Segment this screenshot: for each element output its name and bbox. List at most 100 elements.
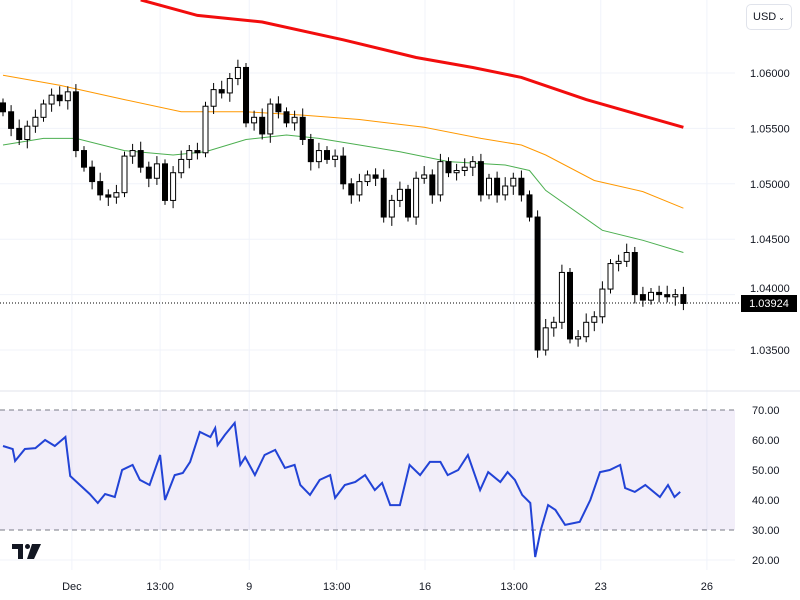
time-axis-label: 26 — [701, 581, 713, 593]
candle-body — [469, 161, 476, 168]
candle — [494, 171, 501, 203]
candle-body — [56, 94, 63, 102]
tradingview-logo — [12, 544, 41, 559]
candle-body — [396, 188, 403, 201]
price-axis-label: 1.05500 — [750, 123, 790, 135]
candle-body — [202, 105, 209, 154]
candle — [48, 88, 55, 112]
candle-body — [542, 327, 549, 351]
candle-body — [421, 174, 428, 179]
candle — [218, 80, 225, 99]
candle — [162, 159, 168, 205]
candle-body — [364, 174, 371, 183]
candle-body — [575, 336, 582, 340]
moving-average-line — [2, 134, 684, 253]
time-axis-label: Dec — [62, 581, 82, 593]
candle-body — [218, 89, 225, 94]
candle — [243, 63, 249, 128]
candle — [550, 316, 557, 337]
candle-body — [461, 166, 468, 172]
candle-body — [315, 150, 322, 163]
price-axis-label: 1.05000 — [750, 179, 790, 191]
candle — [153, 156, 160, 185]
candle-body — [283, 111, 290, 124]
candle-body — [526, 194, 533, 218]
candle-body — [210, 89, 217, 107]
candle — [315, 142, 322, 169]
candle-body — [113, 192, 120, 198]
currency-selector[interactable]: USD ⌄ — [746, 4, 792, 30]
rsi-axis-label: 30.00 — [752, 525, 780, 537]
candle-body — [32, 116, 39, 127]
candle — [72, 84, 79, 158]
candle-body — [348, 183, 355, 196]
candle — [259, 108, 266, 140]
candle-body — [64, 91, 71, 102]
candle-body — [510, 177, 517, 187]
candle-body — [437, 161, 444, 196]
candle — [437, 153, 444, 202]
candle — [405, 184, 411, 222]
candle-body — [607, 263, 614, 290]
candle-body — [631, 251, 638, 296]
candle-body — [477, 161, 484, 196]
time-axis-label: 9 — [246, 581, 252, 593]
candle-body — [380, 177, 387, 218]
time-axis-label: 16 — [419, 581, 431, 593]
candle — [64, 86, 71, 110]
candle-body — [72, 91, 79, 152]
candle — [656, 285, 663, 303]
candle — [226, 73, 233, 102]
candle — [396, 181, 403, 208]
candle — [421, 166, 428, 184]
price-axis-label: 1.04500 — [750, 234, 790, 246]
candle-body — [40, 103, 47, 118]
price-axis-label: 1.03500 — [750, 345, 790, 357]
candle — [607, 259, 614, 294]
candle-body — [137, 150, 144, 168]
candle-body — [615, 260, 622, 265]
candle — [324, 146, 330, 164]
candle — [348, 178, 355, 204]
candle-body — [48, 94, 55, 105]
candle-body — [567, 271, 573, 340]
candle-body — [656, 291, 663, 296]
candle — [275, 96, 282, 119]
candle — [680, 286, 687, 311]
logo-mark-dot — [25, 544, 30, 549]
candle — [145, 161, 152, 188]
candle-body — [0, 102, 6, 113]
candle — [299, 108, 306, 146]
candle — [615, 254, 622, 272]
candle-body — [307, 138, 314, 163]
candle — [251, 110, 258, 131]
candle — [81, 146, 87, 172]
candle — [356, 173, 363, 202]
candle-body — [97, 181, 104, 196]
candle — [510, 172, 517, 195]
candle — [486, 173, 492, 200]
candle — [340, 147, 347, 190]
candle-body — [502, 185, 509, 196]
logo-mark-left — [12, 544, 23, 559]
candle — [469, 156, 476, 177]
candle-body — [267, 103, 274, 135]
candle-body — [243, 66, 249, 124]
candle — [24, 120, 31, 149]
candle-body — [672, 294, 679, 298]
candle-body — [153, 163, 160, 179]
chevron-down-icon: ⌄ — [778, 12, 785, 22]
candle — [170, 166, 177, 209]
candle-body — [388, 199, 395, 218]
candle — [210, 82, 217, 114]
candle-body — [534, 216, 541, 351]
candle — [558, 264, 565, 329]
candle-body — [8, 111, 15, 129]
candle — [105, 189, 112, 206]
candle — [137, 141, 144, 173]
candle — [97, 172, 104, 201]
candle-body — [251, 116, 258, 124]
candle — [89, 160, 96, 190]
moving-average-line — [140, 0, 684, 129]
